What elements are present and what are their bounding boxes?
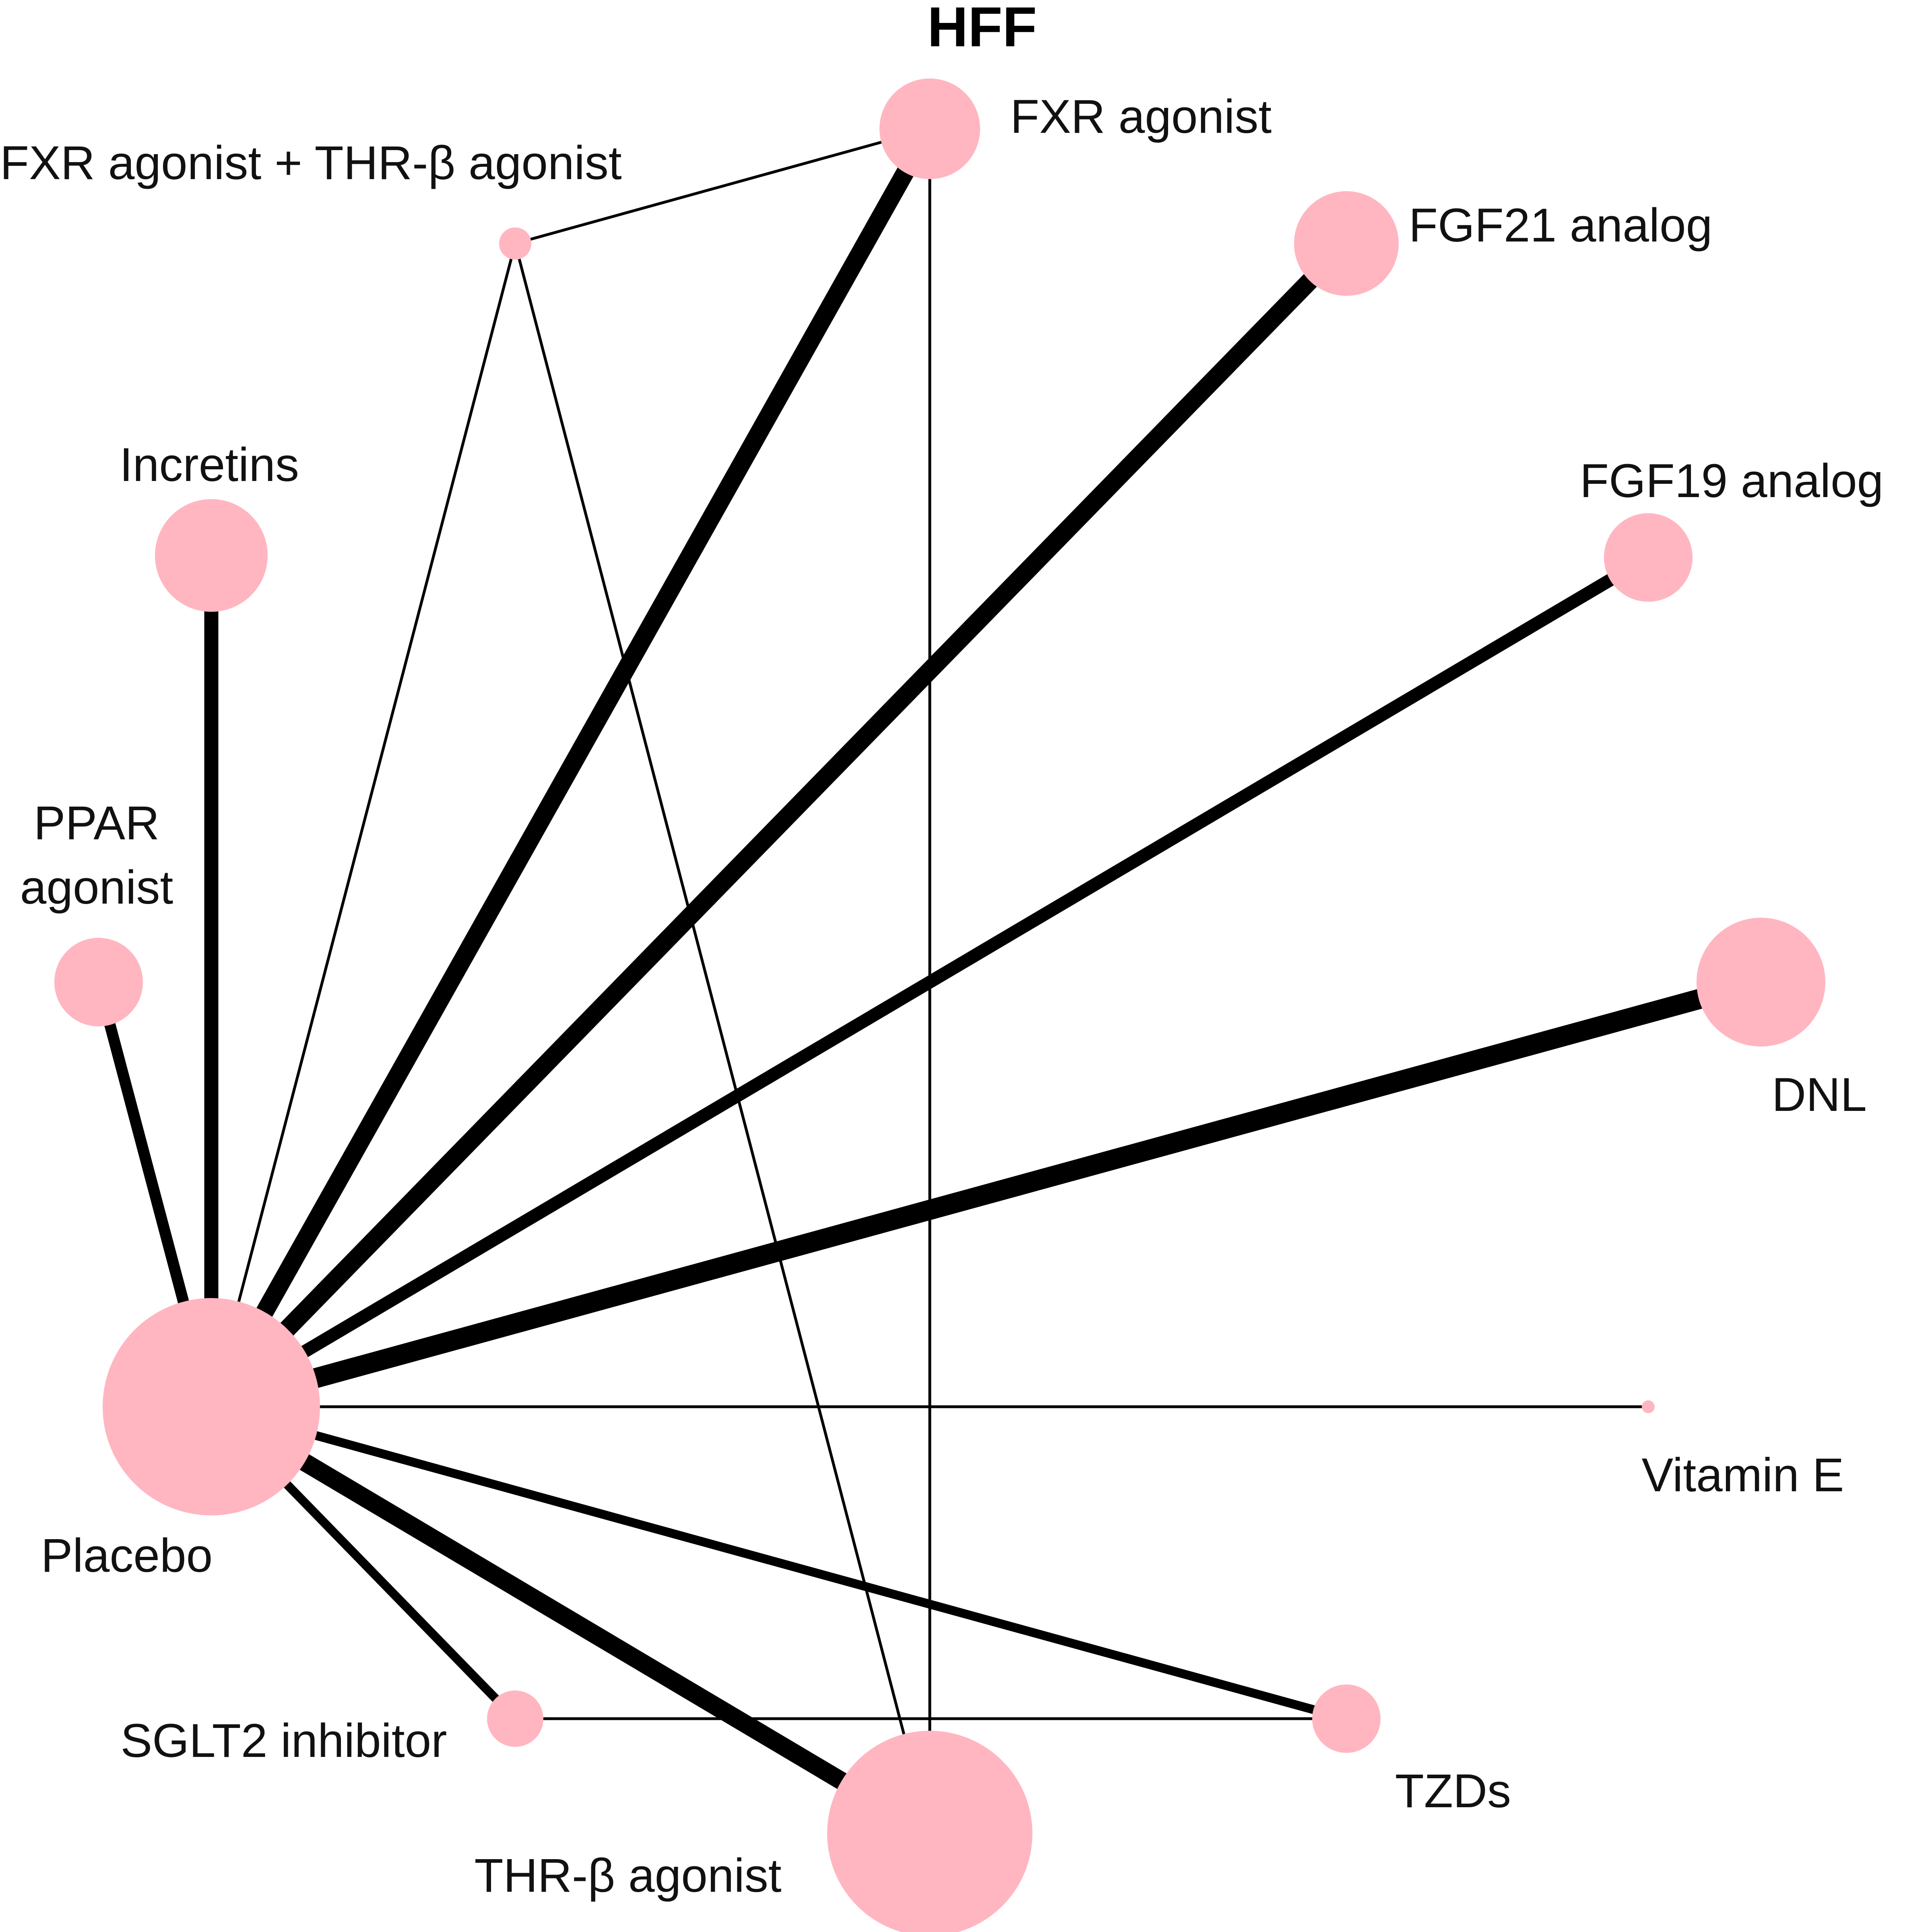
edge-placebo-fxr-thr (210, 243, 517, 1407)
edge-placebo-tzds (210, 1402, 1348, 1723)
edge-fxr-fxr-thr (515, 127, 930, 245)
node-vitamin-e (1642, 1400, 1655, 1413)
node-dnl (1697, 918, 1825, 1046)
node-fgf21-analog (1294, 191, 1399, 296)
label-fxr-thr-agonist: FXR agonist + THR-β agonist (0, 136, 622, 190)
node-ppar-agonist (54, 938, 143, 1026)
label-thr-agonist: THR-β agonist (475, 1849, 782, 1902)
node-thr-agonist (827, 1731, 1032, 1932)
label-fgf19-analog: FGF19 analog (1580, 454, 1883, 508)
edge-placebo-fxr (203, 124, 938, 1412)
label-ppar-line2: agonist (20, 861, 173, 914)
node-placebo (103, 1298, 320, 1515)
edge-placebo-fgf21 (204, 237, 1353, 1413)
node-fgf19-analog (1604, 513, 1693, 602)
label-dnl: DNL (1772, 1068, 1867, 1121)
label-sglt2-inhibitor: SGLT2 inhibitor (120, 1714, 447, 1767)
node-sglt2-inhibitor (487, 1690, 543, 1747)
label-incretins: Incretins (120, 438, 299, 491)
label-tzds: TZDs (1395, 1765, 1511, 1818)
node-tzds (1312, 1684, 1381, 1753)
diagram-title: HFF (927, 0, 1037, 58)
label-vitamin-e: Vitamin E (1642, 1449, 1844, 1502)
label-placebo: Placebo (41, 1529, 213, 1582)
label-fgf21-analog: FGF21 analog (1409, 199, 1712, 252)
edge-placebo-thr (206, 1399, 935, 1841)
node-incretins (155, 499, 268, 612)
label-ppar-line1: PPAR (34, 797, 160, 850)
label-fxr-agonist: FXR agonist (1010, 90, 1271, 143)
node-fxr-agonist (879, 78, 980, 179)
edge-fxr-thr-thr (514, 243, 931, 1834)
edge-placebo-dnl (208, 972, 1764, 1417)
node-fxr-thr-agonist (499, 227, 531, 260)
